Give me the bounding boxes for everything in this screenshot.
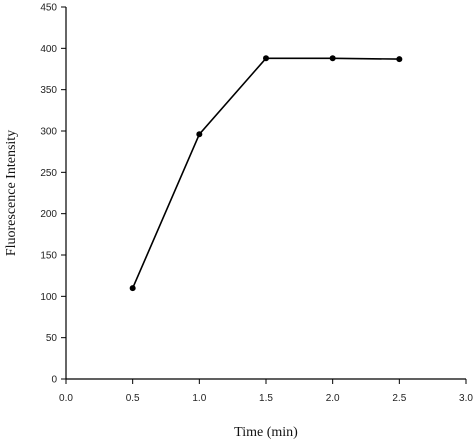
- data-point: [129, 285, 136, 292]
- x-axis-title: Time (min): [234, 425, 298, 440]
- axes: [65, 7, 466, 380]
- y-tick-label: 150: [40, 251, 57, 262]
- y-tick-label: 100: [40, 292, 57, 303]
- x-tick-label: 1.0: [192, 393, 206, 404]
- data-point: [396, 56, 403, 63]
- plot-area: [129, 55, 403, 292]
- y-tick-label: 200: [40, 209, 57, 220]
- y-tick-label: 400: [40, 44, 57, 55]
- x-tick-label: 1.5: [259, 393, 273, 404]
- y-ticks: 0 50 100 150 200 250 300 350 400 450: [40, 3, 66, 386]
- y-tick-label: 250: [40, 168, 57, 179]
- y-tick-label: 350: [40, 85, 57, 96]
- x-tick-label: 3.0: [459, 393, 473, 404]
- data-point: [196, 131, 203, 138]
- data-point: [329, 55, 336, 62]
- x-ticks: 0.0 0.5 1.0 1.5 2.0 2.5 3.0: [59, 379, 473, 404]
- x-tick-label: 0.0: [59, 393, 73, 404]
- data-point: [263, 55, 269, 62]
- x-tick-label: 0.5: [126, 393, 140, 404]
- x-tick-label: 2.5: [392, 393, 406, 404]
- series-line: [131, 57, 400, 289]
- x-tick-label: 2.0: [326, 393, 340, 404]
- y-tick-label: 300: [40, 127, 57, 138]
- y-tick-label: 50: [46, 333, 58, 344]
- y-tick-label: 0: [51, 375, 57, 386]
- y-axis-title: Fluorescence Intensity: [4, 130, 19, 256]
- y-tick-label: 450: [40, 3, 57, 14]
